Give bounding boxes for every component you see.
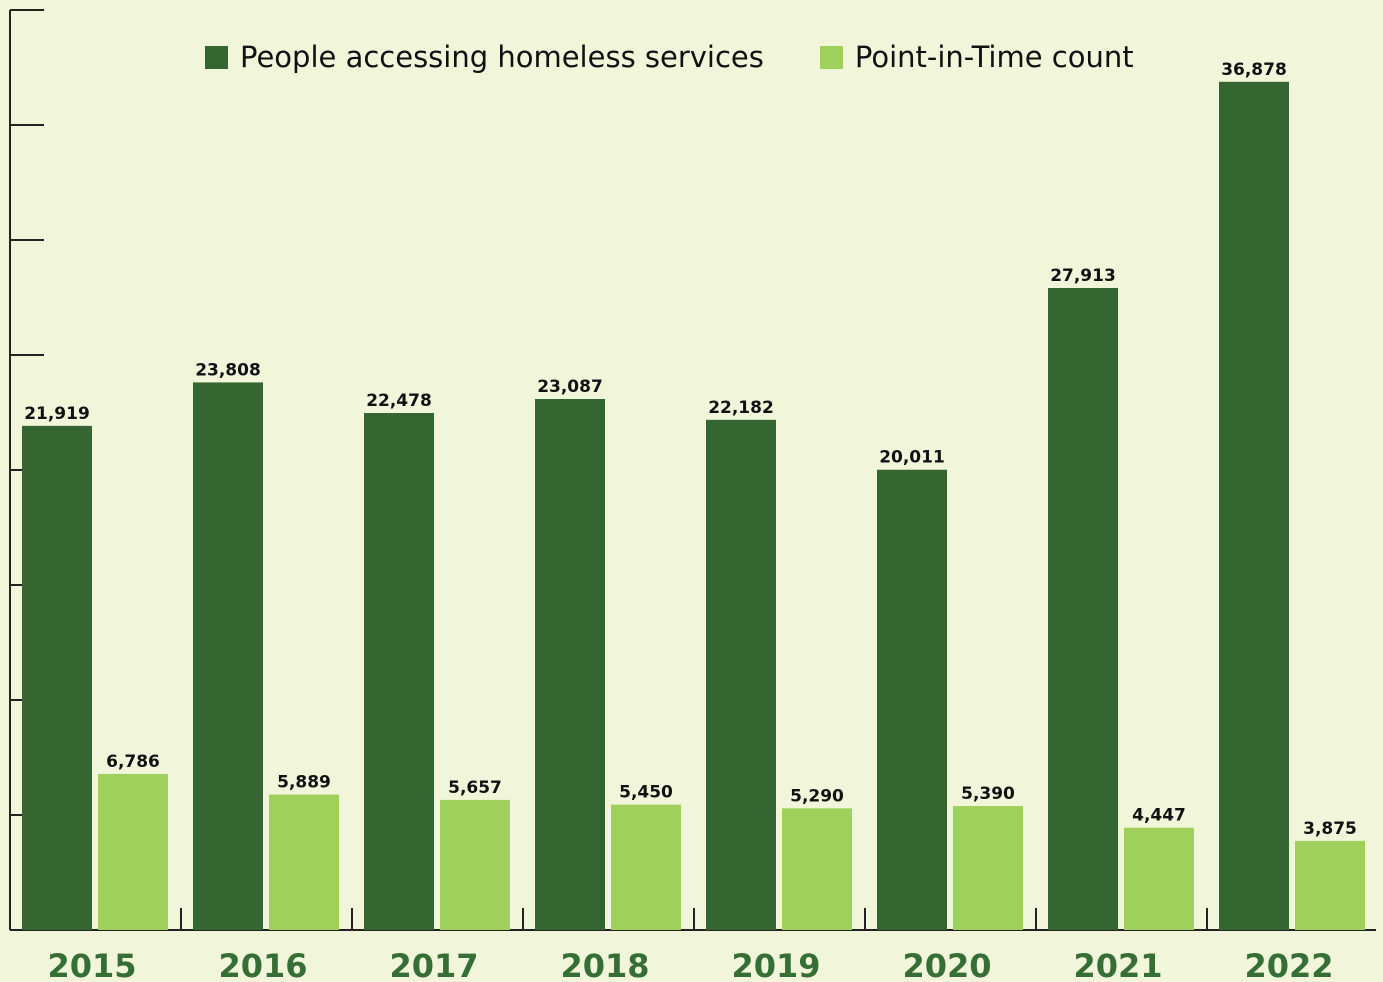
bar-services-2019 [706, 419, 776, 930]
bar-pit-2020 [953, 806, 1023, 930]
bar-label-pit-2018: 5,450 [619, 783, 673, 803]
bar-pit-2021 [1124, 827, 1194, 930]
bar-label-pit-2022: 3,875 [1303, 819, 1357, 839]
bar-pit-2022 [1295, 840, 1365, 930]
bar-services-2020 [877, 469, 947, 930]
bar-label-pit-2017: 5,657 [448, 778, 502, 798]
bar-label-pit-2015: 6,786 [106, 752, 160, 772]
bar-label-services-2022: 36,878 [1221, 60, 1287, 80]
x-tick-label-2021: 2021 [1073, 947, 1162, 982]
bar-label-services-2019: 22,182 [708, 398, 774, 418]
bar-pit-2016 [269, 794, 339, 930]
bar-services-2017 [364, 413, 434, 931]
legend-swatch-services [205, 45, 228, 69]
bar-pit-2018 [611, 804, 681, 930]
bar-label-services-2016: 23,808 [195, 360, 261, 380]
x-tick-label-2016: 2016 [218, 947, 307, 982]
bar-label-pit-2016: 5,889 [277, 773, 331, 793]
bar-services-2016 [193, 382, 263, 930]
bar-services-2021 [1048, 288, 1118, 931]
x-tick-label-2015: 2015 [47, 947, 136, 982]
x-tick-label-2017: 2017 [389, 947, 478, 982]
bar-label-pit-2020: 5,390 [961, 784, 1015, 804]
legend-swatch-pit [819, 45, 843, 69]
bar-pit-2019 [782, 808, 852, 930]
bar-label-services-2018: 23,087 [537, 377, 603, 397]
legend: People accessing homeless services Point… [205, 40, 1190, 74]
bar-pit-2017 [440, 799, 510, 930]
bar-services-2022 [1219, 81, 1289, 930]
legend-label-pit: Point-in-Time count [854, 40, 1134, 74]
legend-item-services: People accessing homeless services [205, 40, 764, 74]
x-tick-label-2018: 2018 [560, 947, 649, 982]
bar-pit-2015 [98, 773, 168, 930]
bar-label-services-2015: 21,919 [24, 404, 90, 424]
bar-label-services-2021: 27,913 [1050, 266, 1116, 286]
bar-label-pit-2019: 5,290 [790, 786, 844, 806]
legend-item-pit: Point-in-Time count [819, 40, 1134, 74]
x-tick-label-2019: 2019 [731, 947, 820, 982]
legend-label-services: People accessing homeless services [240, 40, 764, 74]
bar-label-services-2017: 22,478 [366, 391, 432, 411]
bar-services-2018 [535, 398, 605, 930]
bar-services-2015 [22, 425, 92, 930]
x-tick-label-2022: 2022 [1244, 947, 1333, 982]
bar-label-pit-2021: 4,447 [1132, 806, 1186, 826]
bar-label-services-2020: 20,011 [879, 448, 945, 468]
x-tick-label-2020: 2020 [902, 947, 991, 982]
